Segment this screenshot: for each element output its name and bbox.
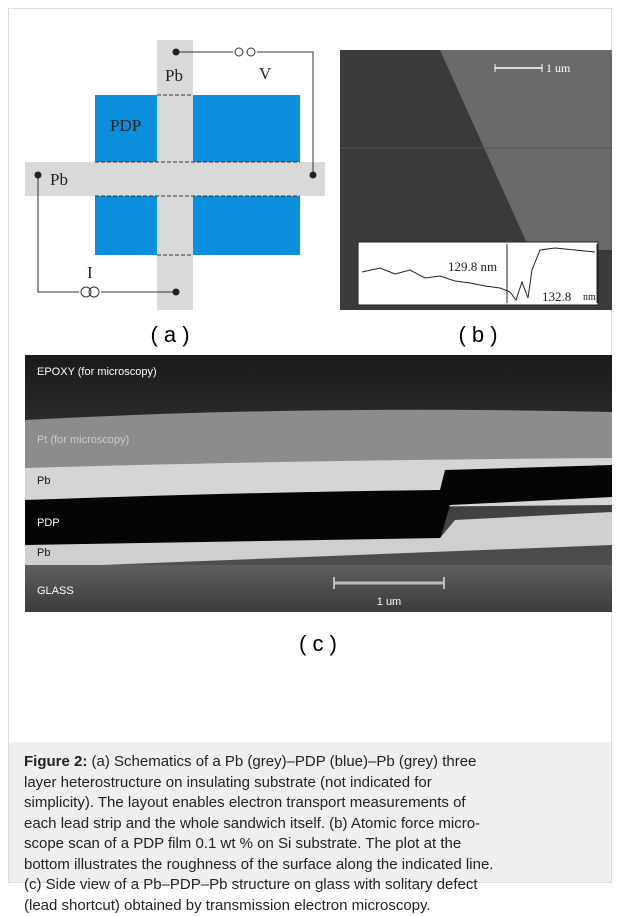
scale-bar-label: 1 um [377, 596, 401, 608]
profile-label: nm [583, 292, 596, 303]
caption-line: simplicity). The layout enables electron… [24, 793, 611, 814]
layer-label: Pb [37, 547, 50, 559]
layer-label: PDP [37, 517, 60, 529]
caption-line: layer heterostructure on insulating subs… [24, 773, 611, 794]
tem-image [25, 355, 612, 612]
label: I [87, 263, 93, 282]
profile-label: 132.8 [542, 289, 571, 304]
caption-line: bottom illustrates the roughness of the … [24, 855, 611, 876]
scale-bar-label: 1 um [546, 61, 571, 75]
caption-line: Figure 2: (a) Schematics of a Pb (grey)–… [24, 752, 611, 773]
layer-label: Pt (for microscopy) [37, 434, 129, 446]
caption-line: scope scan of a PDP film 0.1 wt % on Si … [24, 834, 611, 855]
figure-caption: Figure 2: (a) Schematics of a Pb (grey)–… [9, 742, 611, 882]
caption-text: simplicity). The layout enables electron… [24, 794, 466, 811]
figure: Pb V PDP Pb I ( a ) 1 um 129.8 nm 132.8 … [0, 0, 620, 740]
caption-text: bottom illustrates the roughness of the … [24, 856, 493, 873]
caption-text: (lead shortcut) obtained by transmission… [24, 897, 431, 914]
caption-text: (c) Side view of a Pb–PDP–Pb structure o… [24, 876, 478, 893]
layer-label: EPOXY (for microscopy) [37, 366, 157, 378]
panel-caption: ( c ) [299, 631, 337, 656]
panel-caption: ( a ) [150, 322, 189, 347]
caption-text: layer heterostructure on insulating subs… [24, 774, 432, 791]
caption-text: scope scan of a PDP film 0.1 wt % on Si … [24, 835, 461, 852]
label: V [259, 64, 272, 83]
label: Pb [50, 170, 68, 189]
layer-label: Pb [37, 475, 50, 487]
caption-line: (c) Side view of a Pb–PDP–Pb structure o… [24, 875, 611, 896]
caption-label: Figure 2: [24, 753, 87, 770]
layer-label: GLASS [37, 585, 74, 597]
panel-caption: ( b ) [458, 322, 497, 347]
caption-text: (a) Schematics of a Pb (grey)–PDP (blue)… [92, 753, 477, 770]
caption-line: (lead shortcut) obtained by transmission… [24, 896, 611, 916]
label: Pb [165, 66, 183, 85]
profile-label: 129.8 nm [448, 259, 497, 274]
caption-text: each lead strip and the whole sandwich i… [24, 815, 480, 832]
caption-line: each lead strip and the whole sandwich i… [24, 814, 611, 835]
label: PDP [110, 116, 141, 135]
